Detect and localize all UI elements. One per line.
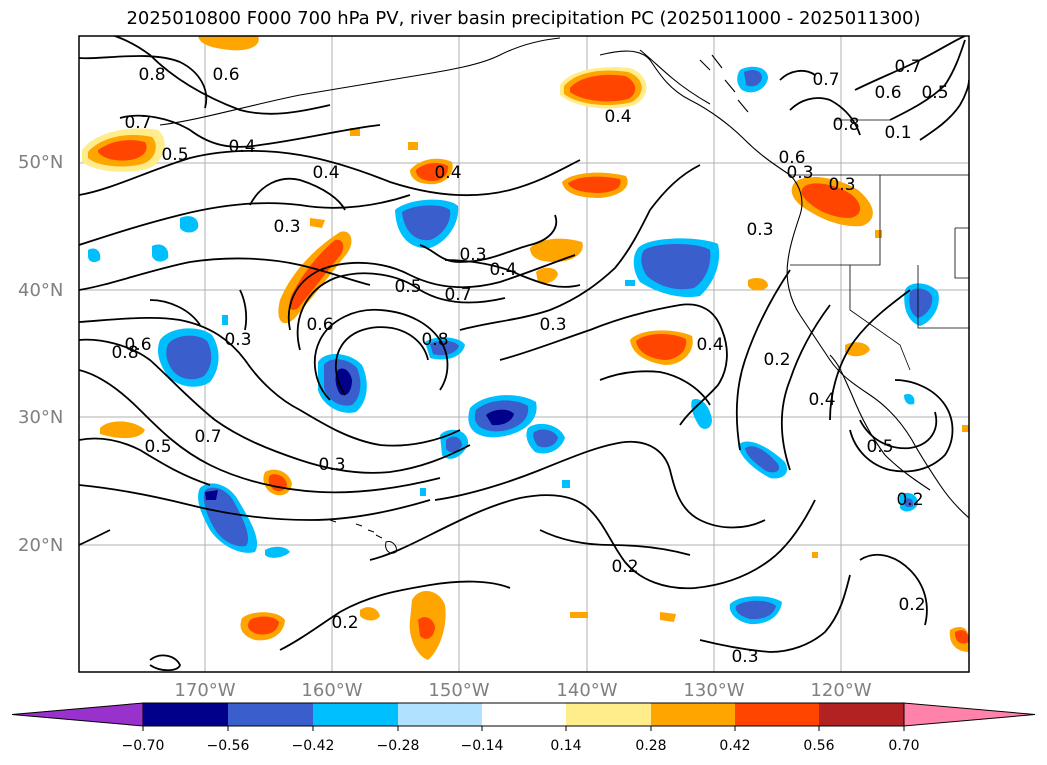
colorbar-bin bbox=[651, 703, 735, 726]
colorbar-tick-label: 0.70 bbox=[888, 738, 920, 754]
colorbar-bin bbox=[819, 703, 904, 726]
contour-label: 0.3 bbox=[539, 315, 566, 335]
contour-label: 0.3 bbox=[786, 163, 813, 183]
lat-label: 20°N bbox=[18, 535, 64, 556]
contour-label: 0.7 bbox=[444, 285, 471, 305]
contour-label: 0.5 bbox=[144, 437, 171, 457]
contour-label: 0.1 bbox=[884, 123, 911, 143]
colorbar-bin bbox=[398, 703, 482, 726]
contour-label: 0.4 bbox=[604, 107, 631, 127]
lon-label: 150°W bbox=[428, 680, 490, 701]
lat-label: 50°N bbox=[18, 152, 64, 173]
contour-label: 0.6 bbox=[124, 335, 151, 355]
contour-label: 0.5 bbox=[866, 437, 893, 457]
state-borders bbox=[790, 119, 969, 371]
contour-label: 0.3 bbox=[459, 245, 486, 265]
contour-label: 0.6 bbox=[874, 83, 901, 103]
map-background bbox=[79, 36, 969, 672]
negative-anomaly-patches bbox=[88, 66, 939, 625]
contour-label: 0.6 bbox=[306, 315, 333, 335]
contour-label: 0.4 bbox=[489, 260, 516, 280]
colorbar-tick-label: −0.42 bbox=[291, 738, 335, 754]
colorbar-bin bbox=[228, 703, 313, 726]
colorbar-frame bbox=[142, 702, 905, 727]
colorbar-tick-label: −0.28 bbox=[376, 738, 420, 754]
colorbar-tick-label: 0.28 bbox=[635, 738, 667, 754]
colorbar-tick-label: −0.56 bbox=[206, 738, 250, 754]
lon-label: 170°W bbox=[174, 680, 236, 701]
contour-label: 0.7 bbox=[124, 113, 151, 133]
contour-label: 0.7 bbox=[194, 427, 221, 447]
colorbar-bin bbox=[482, 703, 566, 726]
contour-label: 0.3 bbox=[731, 647, 758, 667]
contour-label: 0.3 bbox=[224, 330, 251, 350]
contour-label: 0.7 bbox=[894, 57, 921, 77]
colorbar-bin bbox=[143, 703, 228, 726]
contour-label: 0.3 bbox=[746, 220, 773, 240]
positive-anomaly-patches bbox=[82, 36, 969, 660]
contour-label: 0.6 bbox=[212, 65, 239, 85]
lon-label: 140°W bbox=[556, 680, 618, 701]
contour-label: 0.3 bbox=[828, 175, 855, 195]
contour-label: 0.6 bbox=[778, 148, 805, 168]
contour-label: 0.2 bbox=[763, 350, 790, 370]
colorbar-bin bbox=[566, 703, 651, 726]
contour-label: 0.3 bbox=[273, 217, 300, 237]
contour-label: 0.8 bbox=[421, 330, 448, 350]
colorbar-bin bbox=[313, 703, 398, 726]
contour-label: 0.2 bbox=[611, 557, 638, 577]
lon-label: 120°W bbox=[810, 680, 872, 701]
colorbar-tick-label: −0.70 bbox=[121, 738, 165, 754]
map-title: 2025010800 F000 700 hPa PV, river basin … bbox=[126, 8, 921, 29]
contour-label: 0.4 bbox=[696, 335, 723, 355]
colorbar-tick-label: 0.14 bbox=[550, 738, 582, 754]
pv-contours bbox=[79, 36, 969, 672]
contour-label: 0.2 bbox=[896, 490, 923, 510]
coastlines bbox=[159, 37, 969, 519]
contour-value-labels: 0.8 0.6 0.7 0.5 0.4 0.4 0.3 0.4 0.3 0.4 … bbox=[111, 57, 948, 667]
lat-label: 40°N bbox=[18, 280, 64, 301]
contour-label: 0.5 bbox=[394, 277, 421, 297]
contour-label: 0.4 bbox=[228, 137, 255, 157]
colorbar-tick-label: −0.14 bbox=[460, 738, 504, 754]
contour-label: 0.2 bbox=[898, 595, 925, 615]
contour-label: 0.8 bbox=[832, 115, 859, 135]
colorbar bbox=[11, 702, 1036, 731]
contour-label: 0.3 bbox=[318, 455, 345, 475]
colorbar-tick-label: 0.56 bbox=[803, 738, 835, 754]
colorbar-extend-low bbox=[11, 702, 144, 727]
contour-label: 0.4 bbox=[434, 163, 461, 183]
colorbar-extend-high bbox=[903, 702, 1036, 727]
colorbar-bin bbox=[735, 703, 819, 726]
contour-label: 0.4 bbox=[808, 390, 835, 410]
contour-label: 0.8 bbox=[138, 65, 165, 85]
lat-label: 30°N bbox=[18, 407, 64, 428]
contour-label: 0.2 bbox=[331, 613, 358, 633]
contour-label: 0.7 bbox=[812, 70, 839, 90]
colorbar-tick-label: 0.42 bbox=[719, 738, 751, 754]
contour-label: 0.4 bbox=[312, 163, 339, 183]
contour-label: 0.5 bbox=[921, 83, 948, 103]
contour-label: 0.8 bbox=[111, 343, 138, 363]
map-frame bbox=[78, 35, 970, 673]
lon-label: 160°W bbox=[301, 680, 363, 701]
contour-label: 0.5 bbox=[161, 145, 188, 165]
lon-label: 130°W bbox=[683, 680, 745, 701]
